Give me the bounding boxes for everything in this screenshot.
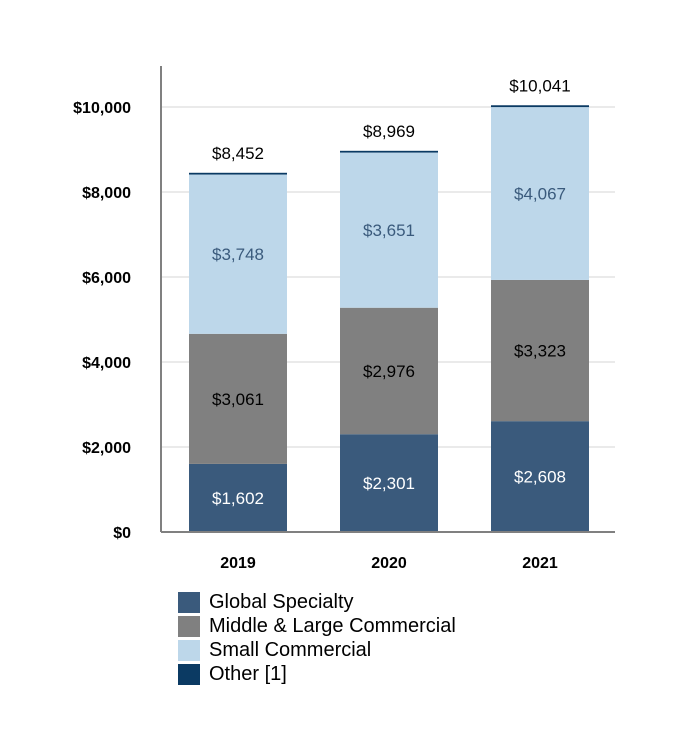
segment-label: $3,323 <box>514 342 566 361</box>
bar-segment <box>340 434 438 532</box>
bar-segment <box>189 463 287 532</box>
legend-label: Small Commercial <box>209 638 372 661</box>
y-tick-label: $0 <box>113 525 131 542</box>
legend-swatch <box>178 639 200 661</box>
bar-segment <box>491 279 589 422</box>
legend-item-global-specialty: Global Specialty <box>178 590 456 614</box>
x-tick-label: 2020 <box>371 555 407 572</box>
segment-label: $3,651 <box>363 221 415 240</box>
segment-label: $3,748 <box>212 245 264 264</box>
bar-segment <box>491 107 589 280</box>
y-tick-label: $2,000 <box>82 440 131 457</box>
bar-segment <box>189 172 287 175</box>
legend-label: Global Specialty <box>209 590 354 613</box>
legend-item-small-commercial: Small Commercial <box>178 638 456 662</box>
bar-segment <box>340 150 438 153</box>
total-label: $10,041 <box>509 76 570 95</box>
segment-label: $2,608 <box>514 468 566 487</box>
legend-label: Other [1] <box>209 662 287 685</box>
legend-swatch <box>178 591 200 613</box>
y-tick-label: $6,000 <box>82 270 131 287</box>
x-tick-label: 2021 <box>522 555 558 572</box>
legend-swatch <box>178 615 200 637</box>
bar-segment <box>491 105 589 108</box>
total-label: $8,452 <box>212 144 264 163</box>
x-tick-label: 2019 <box>220 555 256 572</box>
x-tick-labels: 2019 2020 2021 <box>220 555 558 572</box>
segment-label: $3,061 <box>212 390 264 409</box>
segment-labels: $1,602 $3,061 $3,748 $2,301 $2,976 $3,651 $2,6… <box>212 185 566 508</box>
bar-segment <box>189 333 287 464</box>
axes <box>160 66 615 533</box>
bar-segment <box>340 152 438 308</box>
legend-label: Middle & Large Commercial <box>209 614 456 637</box>
bars <box>189 105 589 532</box>
y-tick-label: $10,000 <box>73 100 131 117</box>
segment-label: $1,602 <box>212 489 264 508</box>
legend-swatch <box>178 663 200 685</box>
y-tick-label: $8,000 <box>82 185 131 202</box>
total-label: $8,969 <box>363 122 415 141</box>
y-tick-label: $4,000 <box>82 355 131 372</box>
segment-label: $2,301 <box>363 474 415 493</box>
segment-label: $4,067 <box>514 185 566 204</box>
bar-segment <box>189 174 287 334</box>
segment-label: $2,976 <box>363 362 415 381</box>
legend-item-other: Other [1] <box>178 662 456 686</box>
bar-segment <box>340 307 438 435</box>
y-tick-labels: $0 $2,000 $4,000 $6,000 $8,000 $10,000 <box>73 100 131 542</box>
bar-segment <box>491 421 589 532</box>
legend-item-middle-large-commercial: Middle & Large Commercial <box>178 614 456 638</box>
legend: Global Specialty Middle & Large Commerci… <box>178 590 456 686</box>
total-labels: $8,452 $8,969 $10,041 <box>212 76 571 163</box>
